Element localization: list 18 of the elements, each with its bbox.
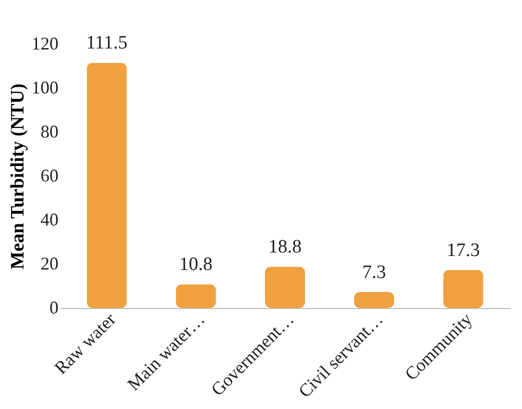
data-label: 7.3 xyxy=(362,262,386,283)
y-axis-title: Mean Turbidity (NTU) xyxy=(8,84,28,270)
data-label: 10.8 xyxy=(179,254,213,276)
y-tick-label: 80 xyxy=(40,122,58,142)
y-tick-label: 40 xyxy=(40,210,58,230)
bar xyxy=(86,62,127,308)
y-tick-label: 20 xyxy=(40,254,58,274)
y-tick-label: 0 xyxy=(50,298,58,318)
y-tick-label: 100 xyxy=(32,78,58,98)
bar xyxy=(176,284,216,308)
data-label: 17.3 xyxy=(446,240,480,261)
data-label: 18.8 xyxy=(268,236,302,258)
bar xyxy=(264,266,306,308)
bar xyxy=(443,270,484,308)
y-tick-label: 120 xyxy=(32,34,58,54)
data-label: 111.5 xyxy=(86,32,128,54)
bar xyxy=(354,292,394,308)
y-tick-label: 60 xyxy=(40,166,58,186)
